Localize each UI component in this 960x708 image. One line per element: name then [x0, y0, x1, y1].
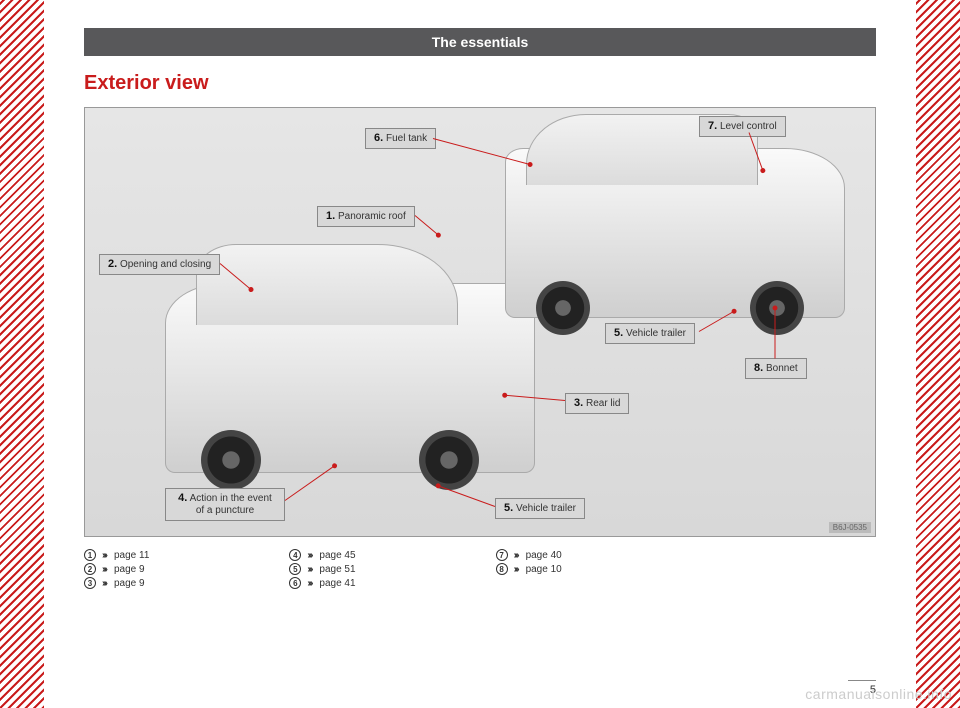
figure-code: B6J-0535: [829, 522, 871, 533]
ref-row: 5 ››› page 51: [289, 563, 355, 575]
ref-number-badge: 3: [84, 577, 96, 589]
ref-row: 2 ››› page 9: [84, 563, 149, 575]
wheel-icon: [536, 281, 590, 335]
ref-number-badge: 5: [289, 563, 301, 575]
header-title: The essentials: [432, 34, 529, 50]
callout-puncture-action: 4. Action in the event of a puncture: [165, 488, 285, 521]
wheel-icon: [201, 430, 261, 490]
wheel-icon: [419, 430, 479, 490]
callout-label: Opening and closing: [120, 259, 211, 270]
car-front-illustration: [505, 148, 845, 318]
header-bar: The essentials: [84, 28, 876, 56]
ref-page: page 51: [319, 564, 355, 575]
callout-num: 7.: [708, 120, 717, 132]
hatch-right: [916, 0, 960, 708]
callout-num: 2.: [108, 258, 117, 270]
chevron-icon: ›››: [307, 564, 311, 575]
callout-label: Vehicle trailer: [626, 328, 686, 339]
ref-row: 1 ››› page 11: [84, 549, 149, 561]
ref-page: page 40: [526, 550, 562, 561]
page-references: 1 ››› page 11 2 ››› page 9 3 ››› page 9 …: [84, 549, 876, 589]
ref-row: 8 ››› page 10: [496, 563, 562, 575]
callout-label: Rear lid: [586, 398, 620, 409]
ref-row: 6 ››› page 41: [289, 577, 355, 589]
chevron-icon: ›››: [102, 550, 106, 561]
ref-number-badge: 8: [496, 563, 508, 575]
chevron-icon: ›››: [102, 564, 106, 575]
ref-page: page 45: [319, 550, 355, 561]
callout-num: 3.: [574, 397, 583, 409]
ref-row: 4 ››› page 45: [289, 549, 355, 561]
ref-page: page 9: [114, 578, 145, 589]
callout-num: 1.: [326, 210, 335, 222]
callout-label: Action in the event of a puncture: [190, 493, 272, 516]
callout-num: 6.: [374, 132, 383, 144]
callout-rear-lid: 3. Rear lid: [565, 393, 629, 414]
callout-num: 4.: [178, 492, 187, 504]
callout-label: Fuel tank: [386, 133, 427, 144]
callout-label: Panoramic roof: [338, 211, 406, 222]
callout-level-control: 7. Level control: [699, 116, 786, 137]
section-title: Exterior view: [84, 72, 876, 95]
callout-panoramic-roof: 1. Panoramic roof: [317, 206, 415, 227]
leader-line: [438, 486, 495, 507]
ref-number-badge: 7: [496, 549, 508, 561]
callout-label: Vehicle trailer: [516, 503, 576, 514]
refs-column: 7 ››› page 40 8 ››› page 10: [496, 549, 562, 589]
ref-page: page 11: [114, 550, 149, 561]
ref-page: page 10: [526, 564, 562, 575]
ref-row: 3 ››› page 9: [84, 577, 149, 589]
exterior-view-figure: 6. Fuel tank 7. Level control 1. Panoram…: [84, 107, 876, 537]
callout-num: 5.: [504, 502, 513, 514]
callout-num: 8.: [754, 362, 763, 374]
callout-num: 5.: [614, 327, 623, 339]
car-rear-illustration: [165, 283, 535, 473]
watermark: carmanualsonline.info: [805, 686, 952, 702]
callout-bonnet: 8. Bonnet: [745, 358, 807, 379]
chevron-icon: ›››: [102, 578, 106, 589]
callout-vehicle-trailer: 5. Vehicle trailer: [605, 323, 695, 344]
chevron-icon: ›››: [514, 564, 518, 575]
ref-row: 7 ››› page 40: [496, 549, 562, 561]
page-content: The essentials Exterior view 6. Fuel tan…: [44, 0, 916, 708]
refs-column: 4 ››› page 45 5 ››› page 51 6 ››› page 4…: [289, 549, 355, 589]
ref-number-badge: 1: [84, 549, 96, 561]
ref-page: page 9: [114, 564, 145, 575]
ref-page: page 41: [319, 578, 355, 589]
leader-line: [415, 215, 439, 235]
hatch-left: [0, 0, 44, 708]
chevron-icon: ›››: [307, 578, 311, 589]
callout-vehicle-trailer: 5. Vehicle trailer: [495, 498, 585, 519]
callout-label: Bonnet: [766, 363, 798, 374]
chevron-icon: ›››: [514, 550, 518, 561]
ref-number-badge: 2: [84, 563, 96, 575]
chevron-icon: ›››: [307, 550, 311, 561]
leader-line: [775, 309, 776, 359]
callout-label: Level control: [720, 121, 777, 132]
ref-number-badge: 4: [289, 549, 301, 561]
callout-fuel-tank: 6. Fuel tank: [365, 128, 436, 149]
ref-number-badge: 6: [289, 577, 301, 589]
callout-opening-closing: 2. Opening and closing: [99, 254, 220, 275]
refs-column: 1 ››› page 11 2 ››› page 9 3 ››› page 9: [84, 549, 149, 589]
